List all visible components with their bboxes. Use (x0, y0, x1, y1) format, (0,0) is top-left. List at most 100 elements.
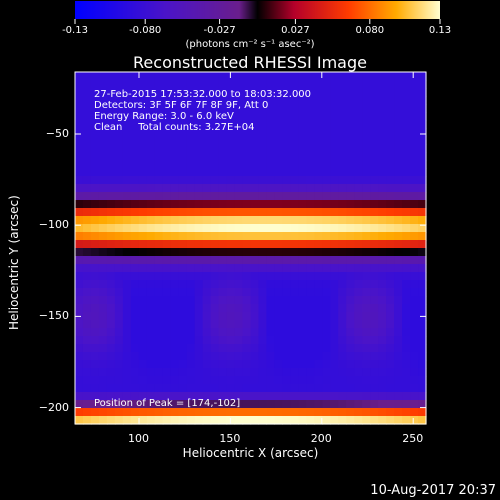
heatmap-cell (75, 184, 84, 193)
heatmap-cell (330, 344, 339, 353)
heatmap-cell (346, 208, 355, 217)
heatmap-cell (250, 320, 260, 329)
heatmap-cell (322, 128, 331, 137)
heatmap-cell (82, 80, 92, 89)
heatmap-cell (250, 312, 260, 321)
heatmap-cell (106, 352, 116, 361)
heatmap-cell (298, 200, 307, 209)
heatmap-cell (290, 96, 299, 105)
heatmap-cell (394, 176, 403, 185)
heatmap-cell (146, 392, 156, 401)
heatmap-cell (194, 232, 204, 241)
heatmap-cell (402, 128, 411, 137)
heatmap-cell (162, 216, 172, 225)
heatmap-cell (202, 144, 212, 153)
heatmap-cell (194, 408, 204, 417)
heatmap-cell (386, 312, 395, 321)
heatmap-cell (314, 272, 323, 281)
heatmap-cell (266, 368, 276, 377)
heatmap-cell (290, 328, 299, 337)
heatmap-cell (378, 272, 387, 281)
heatmap-cell (154, 344, 164, 353)
heatmap-cell (90, 232, 100, 241)
heatmap-cell (122, 288, 132, 297)
heatmap-cell (266, 288, 276, 297)
colorbar-tick-label: -0.080 (129, 25, 162, 36)
heatmap-cell (362, 200, 371, 209)
heatmap-cell (202, 328, 212, 337)
heatmap-cell (90, 296, 100, 305)
heatmap-cell (258, 240, 268, 249)
heatmap-cell (322, 88, 331, 97)
heatmap-cell (242, 392, 252, 401)
heatmap-cell (106, 96, 116, 105)
heatmap-cell (370, 392, 379, 401)
heatmap-cell (386, 336, 395, 345)
heatmap-cell (322, 144, 331, 153)
heatmap-cell (378, 384, 387, 393)
heatmap-cell (75, 384, 84, 393)
heatmap-cell (290, 416, 299, 425)
heatmap-cell (410, 136, 419, 145)
heatmap-cell (354, 176, 363, 185)
heatmap-cell (202, 416, 212, 425)
heatmap-cell (418, 264, 427, 273)
heatmap-cell (258, 160, 268, 169)
heatmap-cell (218, 176, 228, 185)
heatmap-cell (138, 208, 148, 217)
heatmap-cell (386, 160, 395, 169)
heatmap-cell (218, 344, 228, 353)
heatmap-cell (138, 272, 148, 281)
heatmap-cell (170, 136, 180, 145)
heatmap-cell (274, 192, 284, 201)
heatmap-cell (75, 264, 84, 273)
heatmap-cell (362, 208, 371, 217)
heatmap-cell (194, 176, 204, 185)
heatmap-cell (146, 136, 156, 145)
heatmap-cell (258, 368, 268, 377)
heatmap-cell (290, 112, 299, 121)
heatmap-cell (410, 400, 419, 409)
heatmap-cell (242, 320, 252, 329)
heatmap-cell (410, 408, 419, 417)
heatmap-cell (258, 176, 268, 185)
heatmap-cell (202, 288, 212, 297)
heatmap-cell (250, 408, 260, 417)
heatmap-cell (170, 184, 180, 193)
heatmap-cell (242, 400, 252, 409)
heatmap-cell (290, 248, 299, 257)
heatmap-cell (114, 416, 124, 425)
heatmap-cell (378, 312, 387, 321)
heatmap-cell (418, 200, 427, 209)
heatmap-cell (154, 312, 164, 321)
heatmap-cell (210, 240, 220, 249)
heatmap-cell (154, 176, 164, 185)
heatmap-cell (82, 320, 92, 329)
heatmap-cell (290, 168, 299, 177)
heatmap-cell (386, 416, 395, 425)
heatmap-cell (82, 128, 92, 137)
heatmap-cell (298, 304, 307, 313)
heatmap-cell (402, 176, 411, 185)
heatmap-cell (394, 296, 403, 305)
heatmap-cell (330, 304, 339, 313)
heatmap-cell (210, 408, 220, 417)
heatmap-cell (210, 112, 220, 121)
heatmap-cell (410, 288, 419, 297)
x-tick-label: 100 (127, 432, 149, 445)
heatmap-cell (410, 344, 419, 353)
heatmap-cell (394, 104, 403, 113)
heatmap-cell (194, 280, 204, 289)
heatmap-cell (162, 392, 172, 401)
heatmap-cell (178, 224, 188, 233)
heatmap-cell (250, 392, 260, 401)
heatmap-cell (98, 240, 108, 249)
heatmap-cell (178, 112, 188, 121)
heatmap-cell (170, 192, 180, 201)
heatmap-cell (154, 272, 164, 281)
heatmap-cell (282, 80, 291, 89)
heatmap-cell (410, 416, 419, 425)
heatmap-cell (370, 80, 379, 89)
heatmap-cell (186, 264, 196, 273)
heatmap-cell (258, 352, 268, 361)
